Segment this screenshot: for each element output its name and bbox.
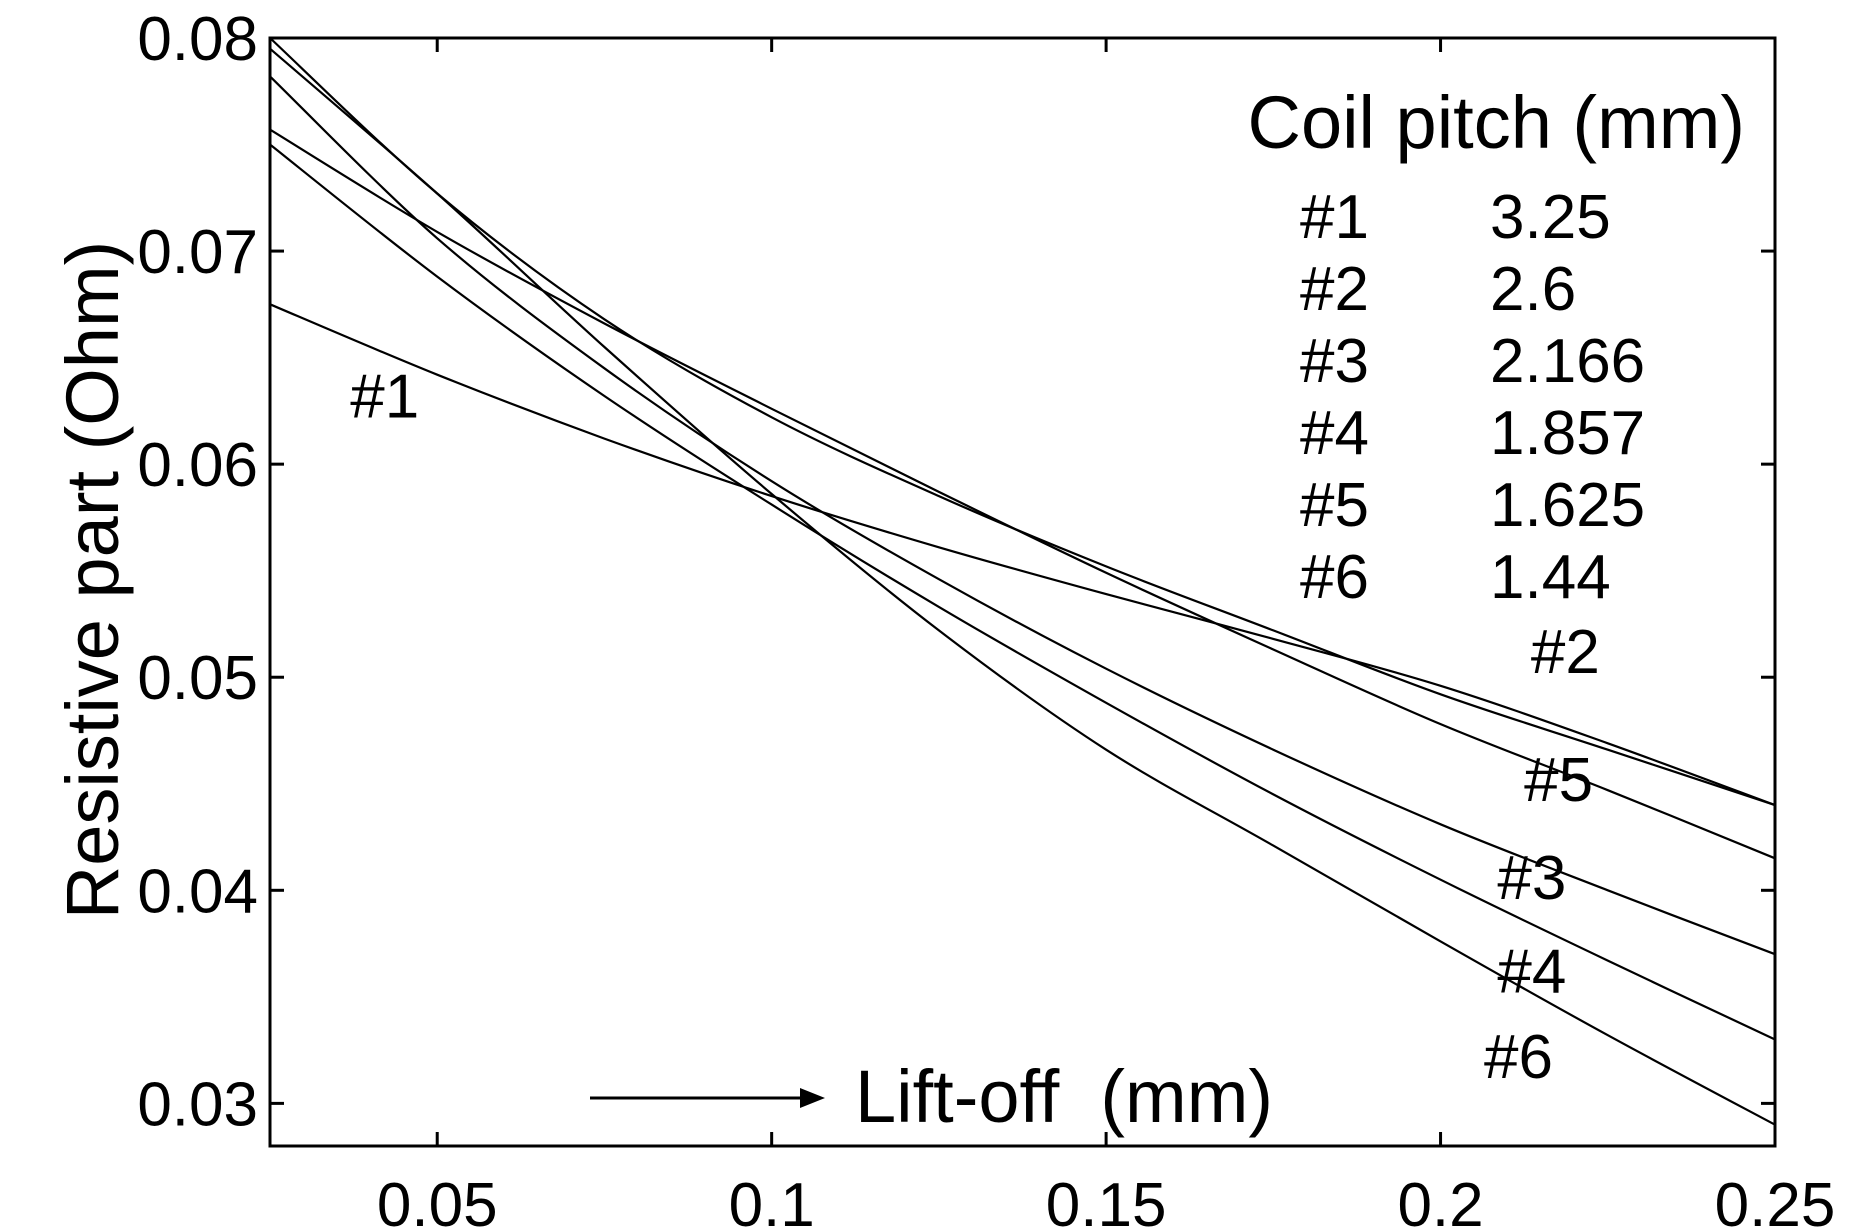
legend-entry-label: #5: [1300, 471, 1369, 540]
plot-frame: [268, 36, 1777, 1148]
y-tick-label: 0.04: [137, 857, 258, 926]
x-axis-title: Lift-off (mm): [855, 1055, 1273, 1138]
y-tick-label: 0.07: [137, 218, 258, 287]
x-tick-label: 0.1: [729, 1171, 815, 1228]
y-tick-label: 0.03: [137, 1070, 258, 1139]
x-tick-label: 0.25: [1715, 1171, 1836, 1228]
series-line-coil-4: [269, 143, 1776, 1041]
legend-entry-label: #1: [1300, 183, 1369, 252]
legend-entry-value: 1.857: [1490, 399, 1645, 468]
x-tick-label: 0.2: [1397, 1171, 1483, 1228]
curve-label: #2: [1531, 618, 1600, 687]
legend-entry-label: #6: [1300, 543, 1369, 612]
legend: Coil pitch (mm) #1 3.25 #2 2.6 #3 2.166 #4 1.85…: [1248, 81, 1745, 612]
legend-title: Coil pitch (mm): [1248, 81, 1745, 164]
curve-labels: #1 #2 #5 #3 #4 #6: [350, 362, 1600, 1092]
x-tick-label: 0.05: [377, 1171, 498, 1228]
legend-entry-label: #2: [1300, 255, 1369, 324]
y-axis-title: Resistive part (Ohm): [51, 241, 134, 919]
y-tick-label: 0.05: [137, 644, 258, 713]
legend-entry-value: 2.166: [1490, 327, 1645, 396]
legend-entry-label: #4: [1300, 399, 1369, 468]
series-curves: [269, 37, 1776, 1126]
y-tick-label: 0.06: [137, 431, 258, 500]
axis-ticks: 0.05 0.1 0.15 0.2 0.25 0.03 0.04 0.05 0.06 0.07 0.…: [137, 5, 1835, 1228]
x-tick-label: 0.15: [1046, 1171, 1167, 1228]
curve-label: #6: [1484, 1023, 1553, 1092]
series-line-coil-1: [269, 303, 1776, 807]
y-tick-label: 0.08: [137, 5, 258, 74]
legend-entry-value: 1.44: [1490, 543, 1611, 612]
series-line-coil-3: [269, 75, 1776, 956]
legend-entry-value: 1.625: [1490, 471, 1645, 540]
curve-label: #1: [350, 362, 419, 431]
curve-label: #4: [1497, 938, 1566, 1007]
series-line-coil-5: [269, 128, 1776, 860]
curve-label: #5: [1524, 746, 1593, 815]
legend-entry-label: #3: [1300, 327, 1369, 396]
series-line-coil-6: [269, 47, 1776, 1126]
x-axis-title-group: Lift-off (mm): [590, 1055, 1273, 1138]
x-axis-title-arrow-head: [800, 1088, 825, 1108]
legend-entry-value: 2.6: [1490, 255, 1576, 324]
curve-label: #3: [1497, 844, 1566, 913]
legend-entry-value: 3.25: [1490, 183, 1611, 252]
